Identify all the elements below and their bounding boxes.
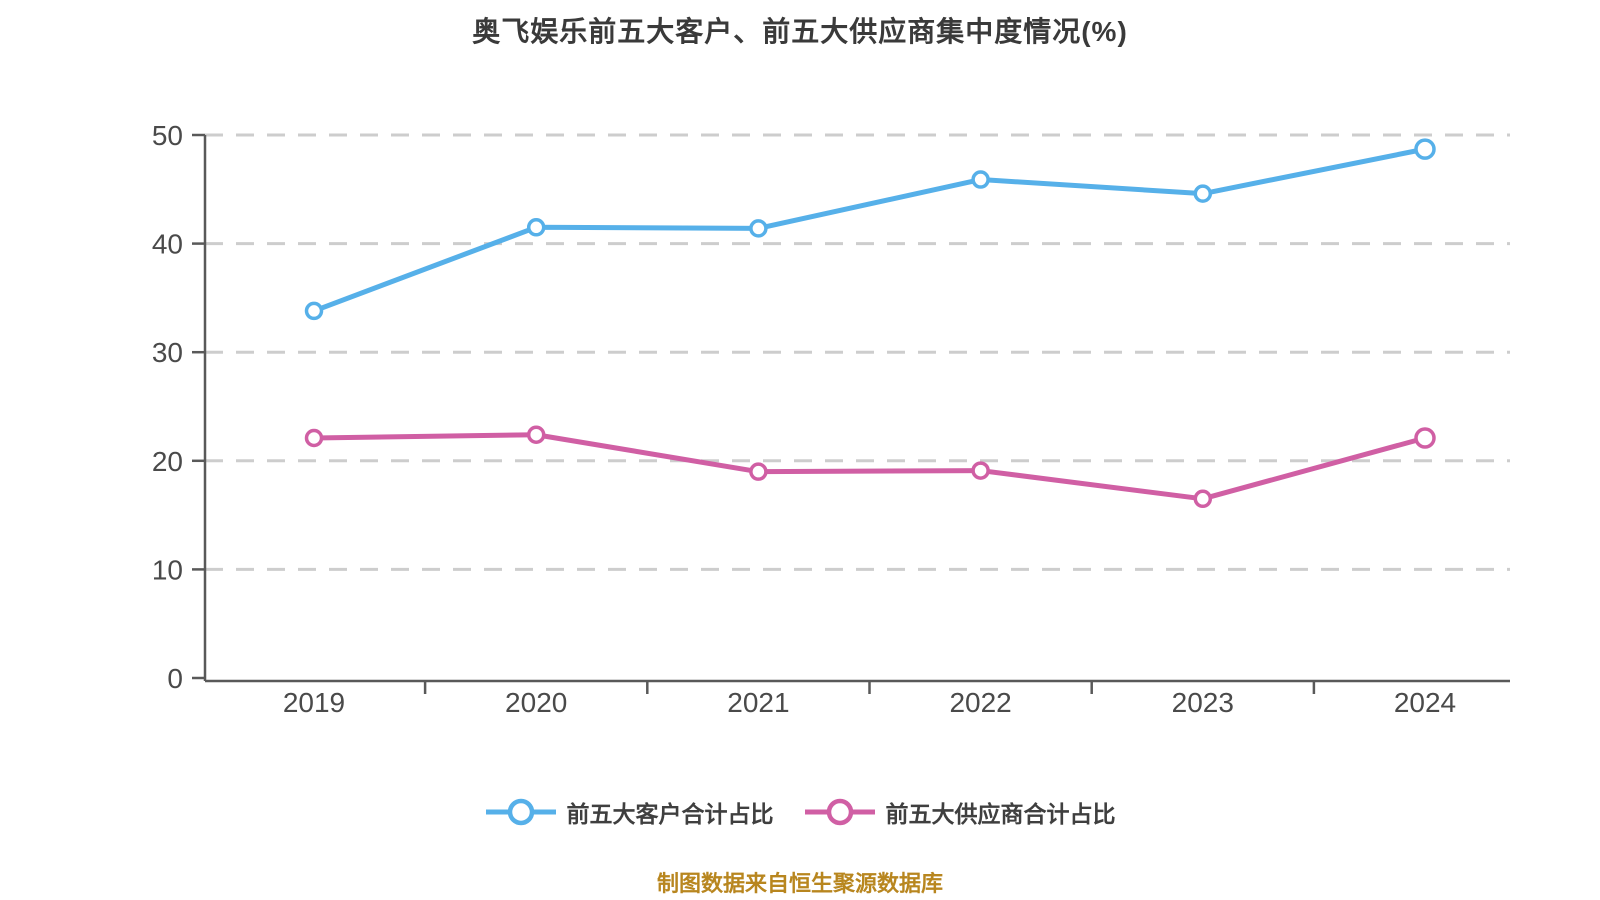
data-point <box>1193 489 1213 509</box>
x-tick-label: 2020 <box>505 687 567 718</box>
legend-marker-suppliers-icon <box>804 798 875 826</box>
data-point <box>1193 184 1213 203</box>
data-point <box>749 219 768 238</box>
legend-marker-customers-icon <box>485 798 556 826</box>
plot-area: 0 10 20 30 40 50 2019 2020 2021 2022 2023 2024 <box>152 120 1510 718</box>
legend-item-suppliers: 前五大供应商合计占比 <box>804 795 1116 829</box>
y-tick-label: 30 <box>152 337 183 368</box>
y-tick-label: 40 <box>152 229 183 260</box>
data-point <box>749 462 768 481</box>
x-tick-label: 2023 <box>1172 687 1234 718</box>
legend-item-customers: 前五大客户合计占比 <box>485 795 774 829</box>
data-point <box>971 170 990 189</box>
y-tick-label: 20 <box>152 446 183 477</box>
data-point <box>526 425 546 444</box>
legend-label-suppliers: 前五大供应商合计占比 <box>885 801 1116 827</box>
x-tick-label: 2022 <box>949 687 1011 718</box>
chart-title: 奥飞娱乐前五大客户、前五大供应商集中度情况(%) <box>472 16 1128 47</box>
data-point <box>526 218 546 237</box>
data-point <box>971 461 990 480</box>
y-tick-label: 50 <box>152 120 183 151</box>
y-tick-label: 0 <box>167 663 183 694</box>
x-tick-label: 2021 <box>727 687 789 718</box>
x-tick-label: 2019 <box>283 687 345 718</box>
line-series <box>311 146 1428 314</box>
data-point <box>304 428 324 448</box>
y-tick-label: 10 <box>152 554 183 585</box>
line-series <box>311 432 1428 502</box>
data-point <box>1414 138 1436 160</box>
data-point <box>304 301 324 321</box>
data-point <box>1414 427 1436 449</box>
footer-data-source: 制图数据来自恒生聚源数据库 <box>656 871 943 896</box>
legend: 前五大客户合计占比 前五大供应商合计占比 <box>0 795 1600 829</box>
x-tick-label: 2024 <box>1394 687 1456 718</box>
legend-label-customers: 前五大客户合计占比 <box>566 801 774 827</box>
